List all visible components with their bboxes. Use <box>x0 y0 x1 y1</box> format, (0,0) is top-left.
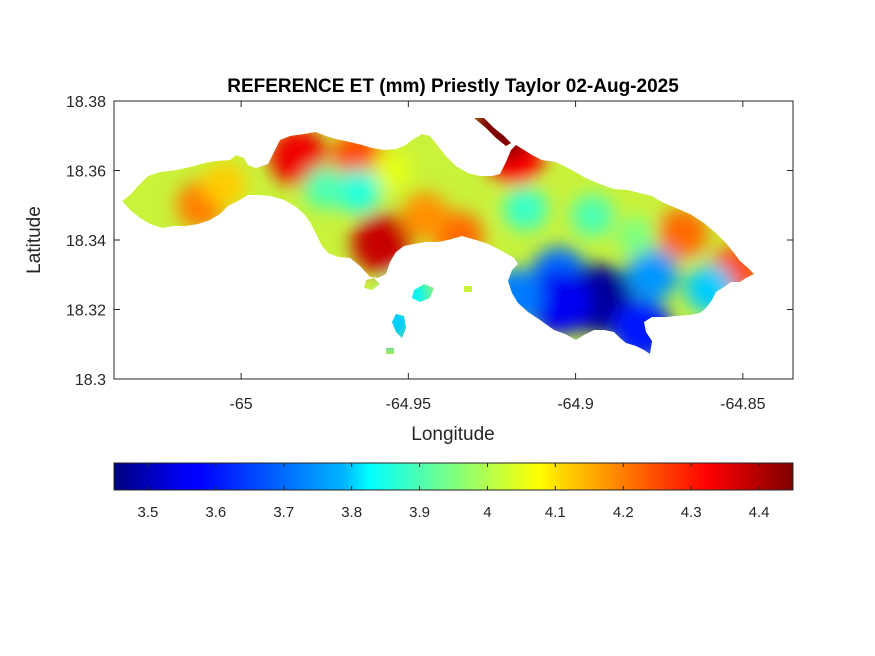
x-axis-label: Longitude <box>411 424 494 445</box>
colorbar-tick-label: 3.8 <box>341 504 362 521</box>
heat-blob <box>202 162 247 207</box>
heat-blob <box>401 191 449 240</box>
colorbar-ticks: 3.5 3.6 3.7 3.8 3.9 4 4.1 4.2 4.3 4.4 <box>138 463 770 521</box>
chart-title: REFERENCE ET (mm) Priestly Taylor 02-Aug… <box>227 76 679 97</box>
colorbar <box>113 462 794 491</box>
colorbar-tick-label: 3.7 <box>273 504 294 521</box>
x-axis: -65 -64.95 -64.9 -64.85 <box>230 101 766 413</box>
colorbar-tick-label: 3.5 <box>138 504 159 521</box>
heat-blob <box>657 208 708 259</box>
colorbar-tick-label: 4.2 <box>613 504 634 521</box>
colorbar-tick-label: 4.1 <box>545 504 566 521</box>
y-axis-label: Latitude <box>24 206 45 274</box>
y-tick-label: 18.36 <box>66 164 106 181</box>
heat-blob <box>626 248 679 301</box>
x-tick-label: -64.85 <box>720 396 765 413</box>
colorbar-tick-label: 3.6 <box>205 504 226 521</box>
colorbar-tick-label: 4.4 <box>749 504 770 521</box>
heat-blob <box>616 216 656 257</box>
heat-blob <box>335 168 381 214</box>
heat-blob <box>303 166 346 210</box>
colorbar-tick-label: 3.9 <box>409 504 430 521</box>
y-tick-label: 18.34 <box>66 233 106 250</box>
heat-blob <box>526 270 592 335</box>
colorbar-tick-label: 4.3 <box>681 504 702 521</box>
x-tick-label: -64.95 <box>386 396 431 413</box>
heat-blob <box>372 150 412 191</box>
colorbar-tick-label: 4 <box>483 504 491 521</box>
y-tick-label: 18.38 <box>66 94 106 111</box>
x-tick-label: -64.9 <box>557 396 594 413</box>
y-axis: 18.3 18.32 18.34 18.36 18.38 <box>66 94 793 389</box>
x-tick-label: -65 <box>230 396 253 413</box>
heat-blob <box>503 186 548 231</box>
y-tick-label: 18.32 <box>66 303 106 320</box>
y-tick-label: 18.3 <box>75 372 106 389</box>
heat-blob <box>571 194 614 237</box>
